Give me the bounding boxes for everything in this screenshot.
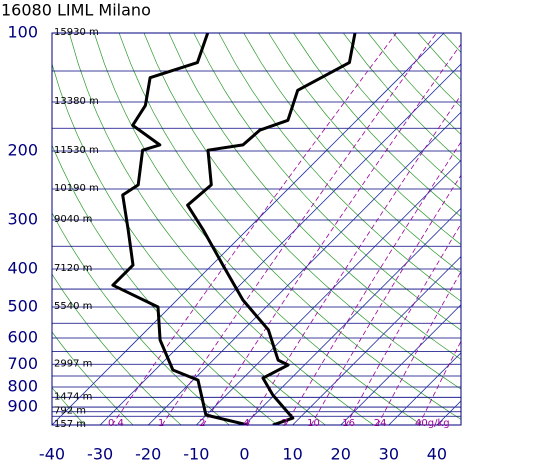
mixing-ratio-line (285, 141, 461, 425)
isotherm (52, 33, 445, 425)
x-tick-label: 0 (239, 445, 249, 463)
y-tick-label: 900 (7, 397, 38, 416)
height-label: 2997 m (54, 358, 92, 369)
dry-adiabat (367, 33, 461, 135)
mixing-ratio-line (377, 270, 461, 425)
mixing-ratio-label: 40g/kg (415, 418, 450, 429)
y-tick-label: 300 (7, 210, 38, 229)
mixing-ratio-label: 16 (342, 418, 355, 429)
x-tick-label: -30 (87, 445, 113, 463)
mixing-ratio-label: 10 (307, 418, 320, 429)
y-tick-label: 600 (7, 328, 38, 347)
mixing-ratio-label: 2 (199, 418, 205, 429)
x-tick-label: 20 (331, 445, 351, 463)
x-tick-label: -10 (183, 445, 209, 463)
y-tick-label: 100 (7, 23, 38, 42)
dry-adiabat (392, 33, 461, 108)
x-tick-label: -40 (39, 445, 65, 463)
height-label: 1474 m (54, 391, 92, 402)
isotherm (388, 352, 461, 425)
y-tick-label: 700 (7, 354, 38, 373)
plot-area (52, 33, 544, 425)
dry-adiabat (468, 33, 544, 425)
dry-adiabat (143, 33, 461, 390)
dry-adiabat (268, 33, 461, 246)
profile-line (186, 33, 357, 425)
height-label: 10190 m (54, 183, 99, 194)
dry-adiabat (417, 33, 461, 81)
mixing-ratio-line (345, 223, 461, 425)
height-label: 11530 m (54, 145, 99, 156)
profile-line (111, 33, 249, 425)
height-label: 7120 m (54, 263, 92, 274)
mixing-ratio-label: 4 (243, 418, 249, 429)
mixing-ratio-label: 7 (282, 418, 288, 429)
x-tick-label: 30 (379, 445, 399, 463)
dry-adiabat (68, 33, 374, 425)
isotherm (99, 63, 461, 425)
dry-adiabat (293, 33, 461, 218)
mixing-ratio-line (310, 174, 461, 425)
dry-adiabat (218, 33, 461, 302)
x-tick-label: -20 (135, 445, 161, 463)
height-label: 9040 m (54, 214, 92, 225)
isotherm (196, 159, 461, 425)
isotherm (147, 111, 461, 425)
height-label: 792 m (54, 406, 86, 417)
height-label: 157 m (54, 419, 86, 430)
chart-title: 16080 LIML Milano (1, 1, 151, 20)
y-tick-label: 400 (7, 259, 38, 278)
isotherm (340, 304, 461, 425)
x-tick-label: 10 (282, 445, 302, 463)
labels: -40 -30 -20 -10 0 10 20 30 40 100 200 300 400 500 600 7… (7, 23, 449, 463)
mixing-ratio-line (111, 33, 397, 425)
dry-adiabat (518, 33, 544, 425)
mixing-ratio-line (247, 94, 461, 425)
y-tick-label: 200 (7, 141, 38, 160)
isotherm (436, 400, 461, 425)
dry-adiabat (343, 33, 461, 162)
y-tick-label: 800 (7, 377, 38, 396)
height-label: 5540 m (54, 301, 92, 312)
mixing-ratio-label: 0.4 (108, 418, 124, 429)
x-tick-label: 40 (427, 445, 447, 463)
mixing-ratio-line (161, 33, 437, 425)
plot-frame (51, 32, 462, 426)
mixing-ratio-line (418, 340, 461, 425)
dry-adiabat (493, 33, 544, 425)
mixing-ratio-label: 24 (374, 418, 387, 429)
dry-adiabat (193, 33, 461, 331)
mixing-ratio-label: 1 (158, 418, 164, 429)
height-label: 15930 m (54, 27, 99, 38)
isotherm (292, 256, 461, 425)
y-tick-label: 500 (7, 296, 38, 315)
mixing-ratio-line (202, 43, 461, 425)
isotherm (244, 207, 461, 425)
height-label: 13380 m (54, 96, 99, 107)
